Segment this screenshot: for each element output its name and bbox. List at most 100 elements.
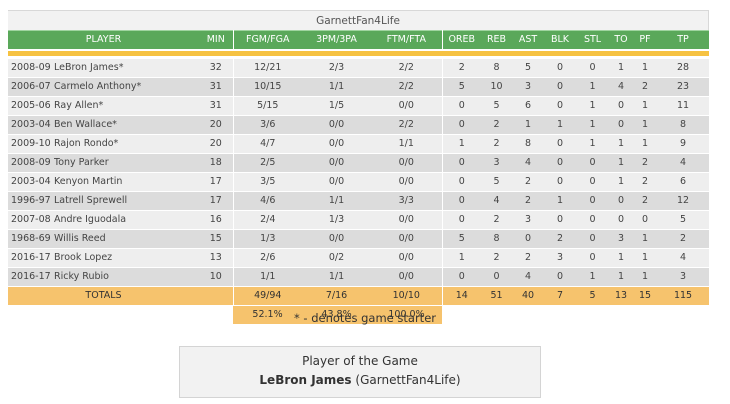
stat-min: 18 [199,153,234,173]
stat-ast: 2 [512,191,545,211]
totals-tp: 115 [657,286,710,306]
stat-reb: 8 [481,229,513,249]
stat-ast: 3 [512,210,545,230]
stat-blk: 0 [544,267,577,287]
stat-reb: 5 [481,96,513,116]
player-name-link[interactable]: Latrell Sprewell [54,191,200,211]
totals-ast: 40 [512,286,545,306]
stat-blk: 0 [544,153,577,173]
player-name-link[interactable]: Carmelo Anthony* [54,77,200,97]
col-header-ft[interactable]: FTM/FTA [371,30,443,50]
stat-min: 32 [199,57,234,78]
player-of-game-box: Player of the Game LeBron James (Garnett… [179,346,541,398]
stat-blk: 1 [544,115,577,135]
player-season: 2006-07 [8,77,54,97]
stat-stl: 0 [576,191,610,211]
stat-blk: 0 [544,77,577,97]
stat-fg: 4/7 [233,134,303,154]
stat-ft: 0/0 [371,229,443,249]
stat-ft: 0/0 [371,172,443,192]
col-header-player[interactable]: PLAYER [8,30,200,50]
player-row: 2008-09 Tony Parker 18 2/5 0/0 0/0 0 3 4 0 0 1 2 4 [8,153,710,173]
stat-to: 1 [609,153,634,173]
stat-blk: 2 [544,229,577,249]
stat-blk: 0 [544,210,577,230]
player-name-link[interactable]: Willis Reed [54,229,200,249]
col-header-blk[interactable]: BLK [544,30,577,50]
stat-ft: 0/0 [371,96,443,116]
stat-tp: 8 [657,115,710,135]
player-name-link[interactable]: Rajon Rondo* [54,134,200,154]
stat-pf: 1 [633,57,658,78]
player-row: 1968-69 Willis Reed 15 1/3 0/0 0/0 5 8 0 2 0 3 1 2 [8,229,710,249]
col-header-reb[interactable]: REB [481,30,513,50]
stat-blk: 0 [544,172,577,192]
stat-tp: 11 [657,96,710,116]
stat-to: 0 [609,115,634,135]
stat-reb: 8 [481,57,513,78]
stat-fg: 5/15 [233,96,303,116]
stat-reb: 2 [481,134,513,154]
stat-oreb: 0 [442,210,482,230]
box-score-table: PLAYER MIN FGM/FGA 3PM/3PA FTM/FTA OREB … [8,30,710,324]
percentages-row: 52.1% 43.8% 100.0% [8,305,710,324]
stat-to: 1 [609,57,634,78]
col-header-stl[interactable]: STL [576,30,610,50]
col-header-min[interactable]: MIN [199,30,234,50]
player-name-link[interactable]: LeBron James* [54,57,200,78]
player-name-link[interactable]: Brook Lopez [54,248,200,268]
stat-pf: 1 [633,134,658,154]
stat-3p: 0/0 [302,153,372,173]
stat-tp: 4 [657,153,710,173]
stat-ast: 5 [512,57,545,78]
stat-pf: 2 [633,153,658,173]
stat-ft: 2/2 [371,77,443,97]
col-header-to[interactable]: TO [609,30,634,50]
col-header-tp[interactable]: TP [657,30,710,50]
stat-to: 1 [609,267,634,287]
player-of-game-line: LeBron James (GarnettFan4Life) [180,373,540,387]
stat-oreb: 0 [442,267,482,287]
totals-row: TOTALS 49/94 7/16 10/10 14 51 40 7 5 13 … [8,286,710,306]
player-row: 2009-10 Rajon Rondo* 20 4/7 0/0 1/1 1 2 8 0 1 1 1 9 [8,134,710,154]
stat-stl: 0 [576,57,610,78]
col-header-oreb[interactable]: OREB [442,30,482,50]
stat-ft: 1/1 [371,134,443,154]
player-row: 2007-08 Andre Iguodala 16 2/4 1/3 0/0 0 2 3 0 0 0 0 5 [8,210,710,230]
stat-pf: 1 [633,115,658,135]
team-name-header: GarnettFan4Life [8,10,709,30]
stat-oreb: 1 [442,248,482,268]
col-header-fg[interactable]: FGM/FGA [233,30,303,50]
player-name-link[interactable]: Tony Parker [54,153,200,173]
stat-ast: 0 [512,229,545,249]
stat-min: 31 [199,96,234,116]
totals-oreb: 14 [442,286,482,306]
player-of-game-name[interactable]: LeBron James [259,373,352,387]
stat-min: 17 [199,172,234,192]
player-season: 2016-17 [8,267,54,287]
stat-reb: 10 [481,77,513,97]
player-name-link[interactable]: Ray Allen* [54,96,200,116]
stat-stl: 0 [576,153,610,173]
stat-stl: 1 [576,115,610,135]
col-header-3p[interactable]: 3PM/3PA [302,30,372,50]
stat-oreb: 5 [442,229,482,249]
stat-tp: 5 [657,210,710,230]
totals-reb: 51 [481,286,513,306]
stat-min: 20 [199,134,234,154]
stat-fg: 1/1 [233,267,303,287]
stat-stl: 0 [576,248,610,268]
player-name-link[interactable]: Ricky Rubio [54,267,200,287]
stat-to: 1 [609,134,634,154]
stat-pf: 2 [633,191,658,211]
stat-min: 31 [199,77,234,97]
player-name-link[interactable]: Ben Wallace* [54,115,200,135]
col-header-ast[interactable]: AST [512,30,545,50]
player-name-link[interactable]: Andre Iguodala [54,210,200,230]
col-header-pf[interactable]: PF [633,30,658,50]
stat-min: 17 [199,191,234,211]
stat-3p: 1/3 [302,210,372,230]
stat-reb: 4 [481,191,513,211]
player-name-link[interactable]: Kenyon Martin [54,172,200,192]
totals-3p: 7/16 [302,286,372,306]
